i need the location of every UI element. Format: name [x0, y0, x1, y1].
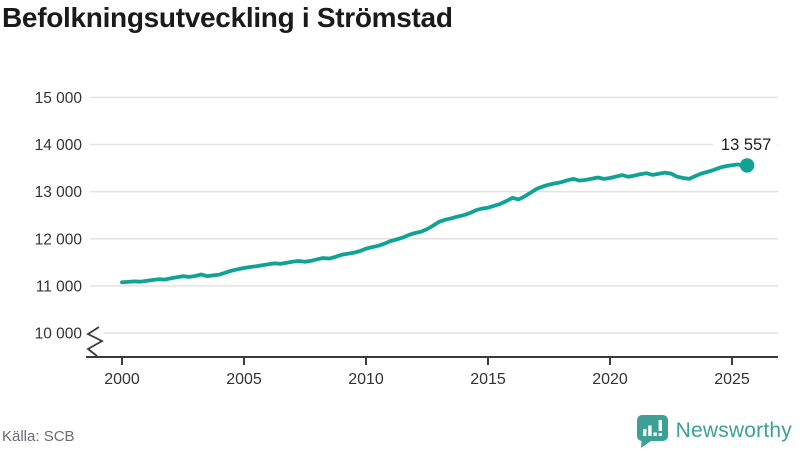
newsworthy-wordmark: Newsworthy	[675, 419, 792, 442]
chart-title: Befolkningsutveckling i Strömstad	[2, 2, 453, 33]
newsworthy-logo-icon	[636, 414, 668, 448]
population-line	[120, 162, 749, 285]
source-note: Källa: SCB	[2, 428, 75, 445]
x-axis-label: 2005	[226, 371, 262, 388]
end-point-dot	[739, 158, 755, 173]
newsworthy-branding: Newsworthy	[636, 414, 792, 448]
x-axis-label: 2000	[104, 371, 140, 388]
y-axis-label: 14 000	[35, 137, 83, 154]
y-axis-label: 13 000	[35, 184, 83, 201]
end-label-backdrop	[713, 134, 778, 153]
y-axis-label: 10 000	[35, 326, 83, 343]
x-axis-label: 2020	[592, 371, 628, 388]
axis-break-icon	[86, 326, 104, 357]
end-value-label: 13 557	[721, 136, 771, 154]
population-line-chart: 10 000 11 000 12 000 13 000 14 000 15 000 2000…	[35, 90, 778, 388]
y-axis-label: 15 000	[35, 90, 83, 107]
x-axis-label: 2015	[470, 371, 506, 388]
y-axis-label: 11 000	[36, 278, 83, 295]
x-axis-label: 2010	[348, 371, 384, 388]
x-axis-label: 2025	[714, 371, 750, 388]
y-axis-label: 12 000	[35, 231, 83, 248]
